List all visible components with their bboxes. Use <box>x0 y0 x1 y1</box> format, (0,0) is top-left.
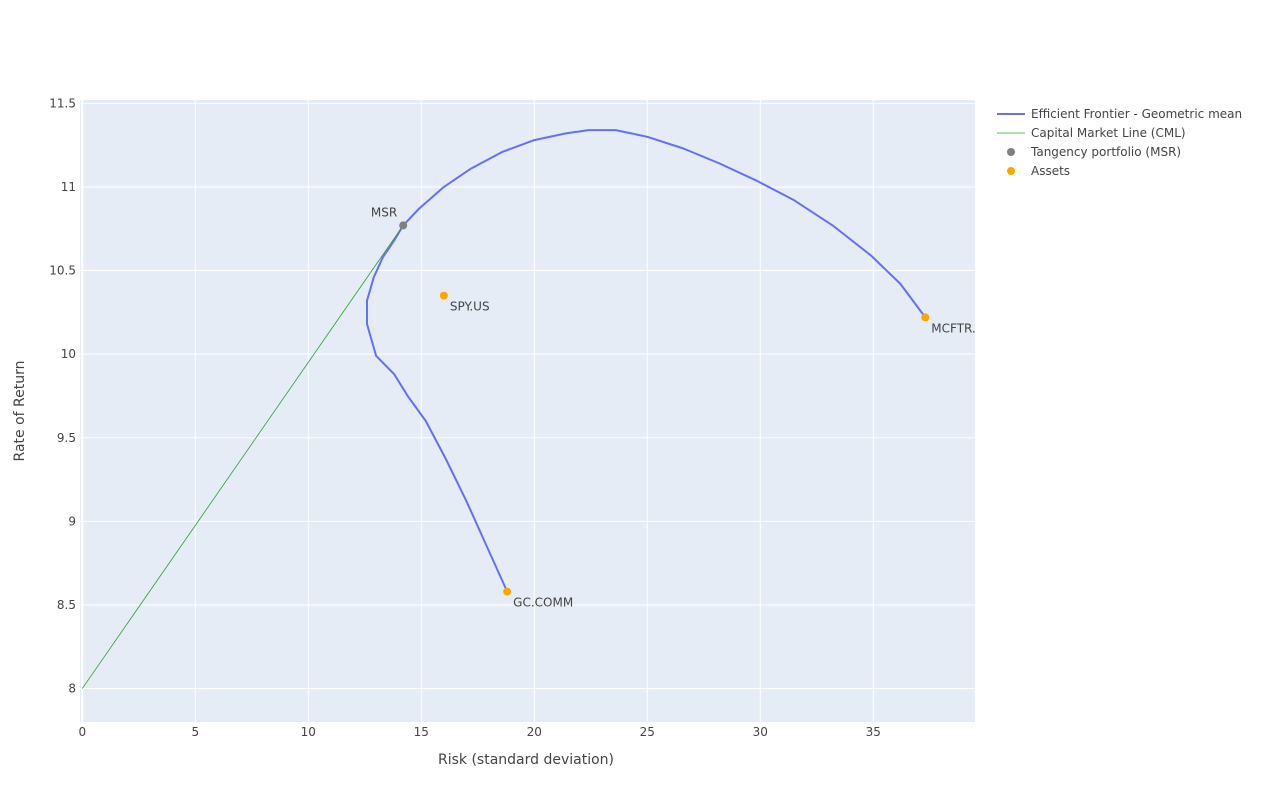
y-axis-title: Rate of Return <box>12 361 28 462</box>
asset-point[interactable] <box>503 587 512 596</box>
y-tick-labels: 8 8.5 9 9.5 10 10.5 11 11.5 <box>49 96 76 695</box>
x-tick-label: 30 <box>753 725 768 739</box>
x-tick-label: 25 <box>640 725 655 739</box>
legend-label: Tangency portfolio (MSR) <box>1030 145 1181 159</box>
y-tick-label: 11 <box>61 180 76 194</box>
y-tick-label: 9 <box>68 514 76 528</box>
legend[interactable]: Efficient Frontier - Geometric mean Capit… <box>997 107 1242 178</box>
efficient-frontier-line <box>366 129 927 593</box>
legend-label: Efficient Frontier - Geometric mean <box>1031 107 1242 121</box>
capital-market-line <box>81 225 404 689</box>
legend-item[interactable]: Assets <box>1007 164 1070 178</box>
tangency-point[interactable] <box>399 221 408 230</box>
asset-point[interactable] <box>921 313 930 322</box>
asset-label: GC.COMM <box>513 596 573 610</box>
x-gridlines <box>81 100 874 722</box>
legend-item[interactable]: Capital Market Line (CML) <box>997 126 1186 140</box>
legend-item[interactable]: Tangency portfolio (MSR) <box>1007 145 1181 159</box>
y-tick-label: 10 <box>61 347 76 361</box>
asset-label: SPY.US <box>450 300 490 314</box>
x-tick-label: 5 <box>191 725 199 739</box>
marker-layer <box>399 221 930 596</box>
y-tick-label: 8.5 <box>57 598 76 612</box>
tangency-label: MSR <box>371 205 397 219</box>
legend-item[interactable]: Efficient Frontier - Geometric mean <box>997 107 1242 121</box>
plot-area <box>80 100 975 722</box>
y-gridlines <box>80 102 975 690</box>
asset-label: MCFTR. <box>931 321 975 335</box>
x-axis-title: Risk (standard deviation) <box>438 752 614 768</box>
x-tick-label: 15 <box>414 725 429 739</box>
series-layer <box>81 129 927 689</box>
x-tick-label: 0 <box>78 725 86 739</box>
legend-swatch-assets <box>1007 167 1015 175</box>
legend-label: Assets <box>1031 164 1070 178</box>
y-tick-label: 9.5 <box>57 431 76 445</box>
x-tick-label: 10 <box>301 725 316 739</box>
y-tick-label: 11.5 <box>49 96 76 110</box>
legend-label: Capital Market Line (CML) <box>1031 126 1186 140</box>
asset-point[interactable] <box>439 291 448 300</box>
legend-swatch-tangency <box>1007 148 1015 156</box>
point-labels: MSR SPY.US MCFTR. GC.COMM <box>371 205 976 609</box>
y-tick-label: 8 <box>68 682 76 696</box>
x-tick-labels: 0 5 10 15 20 25 30 35 <box>78 725 880 739</box>
x-tick-label: 35 <box>866 725 881 739</box>
x-tick-label: 20 <box>527 725 542 739</box>
y-tick-label: 10.5 <box>49 264 76 278</box>
